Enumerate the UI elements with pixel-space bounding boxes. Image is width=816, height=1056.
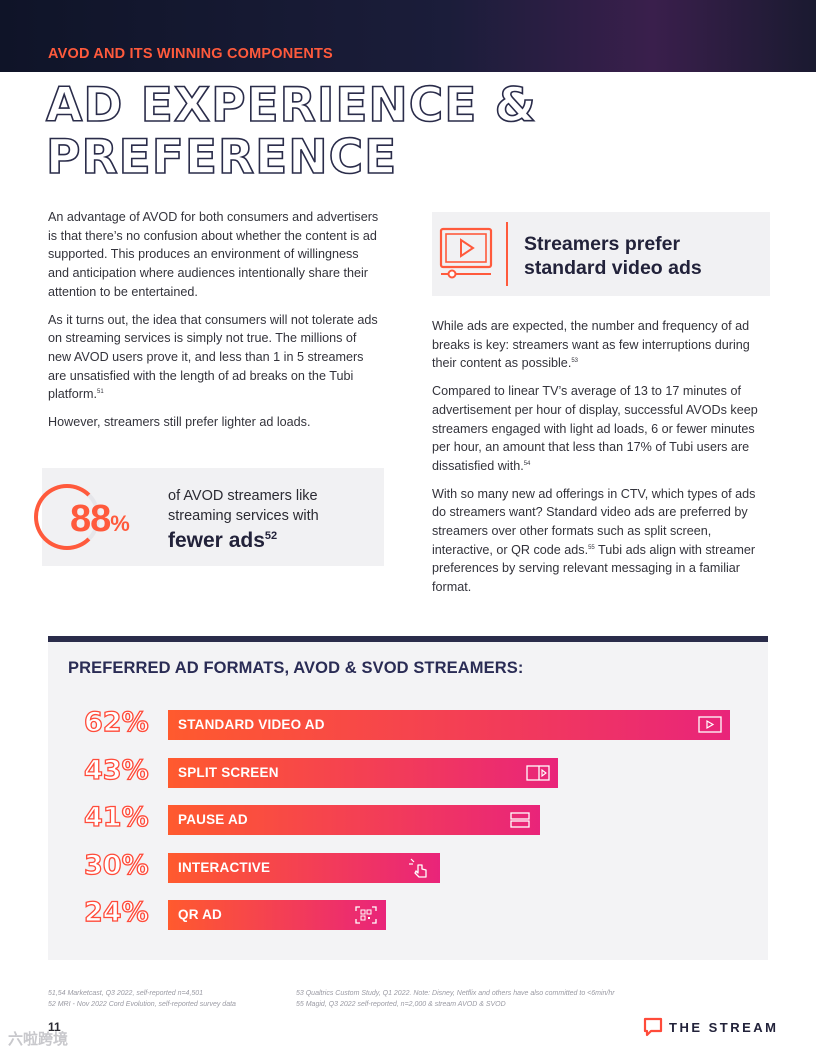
paragraph-text: Tubi ads align with streamer preferences… — [432, 542, 756, 595]
footnote-ref: 52 — [264, 530, 278, 542]
stat-description: of AVOD streamers like streaming service… — [168, 486, 378, 553]
footnote: 51,54 Marketcast, Q3 2022, self-reported… — [48, 990, 204, 997]
pause-ad-icon — [510, 812, 530, 828]
stat-text: of AVOD streamers like streaming service… — [168, 488, 319, 524]
bar-category-label: QR AD — [178, 907, 222, 922]
bar-category-label: SPLIT SCREEN — [178, 764, 279, 780]
callout-title: Streamers prefer standard video ads — [524, 233, 702, 279]
brand-logo: THE STREAM — [643, 1017, 779, 1037]
left-column: An advantage of AVOD for both consumers … — [48, 208, 383, 441]
stat-percent-sign: % — [110, 511, 130, 536]
chart-top-rule — [48, 636, 768, 642]
paragraph: While ads are expected, the number and f… — [432, 317, 770, 373]
paragraph-text: As it turns out, the idea that consumers… — [48, 312, 378, 402]
paragraph-text: With so many new ad offerings in CTV, wh… — [432, 486, 756, 557]
footnotes-right: 53 Qualtrics Custom Study, Q1 2022. Note… — [296, 988, 696, 1010]
chart-bar-row: 62% STANDARD VIDEO AD — [48, 706, 768, 740]
paragraph: An advantage of AVOD for both consumers … — [48, 210, 379, 299]
page-number: 11 — [48, 1020, 61, 1034]
split-screen-icon — [526, 764, 550, 781]
chart-bar-row: 30% INTERACTIVE — [48, 849, 768, 883]
header-band — [0, 0, 816, 72]
section-label: AVOD AND ITS WINNING COMPONENTS — [48, 46, 333, 62]
bar-value-label: 62% — [83, 706, 149, 738]
footnote: 53 Qualtrics Custom Study, Q1 2022. Note… — [296, 990, 615, 997]
stat-value: 88 — [70, 498, 111, 540]
footnotes-left: 51,54 Marketcast, Q3 2022, self-reported… — [48, 988, 288, 1010]
chat-bubble-icon — [643, 1017, 663, 1037]
chart-title: PREFERRED AD FORMATS, AVOD & SVOD STREAM… — [68, 659, 524, 677]
stat-emphasis-text: fewer ads — [168, 529, 265, 552]
paragraph-text: While ads are expected, the number and f… — [432, 319, 750, 371]
chart-bar: STANDARD VIDEO AD — [168, 710, 730, 740]
chart-bar-row: 43% SPLIT SCREEN — [48, 754, 768, 788]
footnote: 55 Magid, Q3 2022 self-reported, n=2,000… — [296, 1001, 506, 1008]
paragraph: With so many new ad offerings in CTV, wh… — [432, 485, 770, 597]
chart-bar: QR AD — [168, 900, 386, 930]
bar-value-label: 30% — [83, 849, 149, 881]
page-title-line-1: AD EXPERIENCE & — [45, 78, 537, 133]
logo-text: THE STREAM — [669, 1019, 779, 1035]
stat-card: 88% of AVOD streamers like streaming ser… — [34, 468, 384, 566]
stat-number: 88% — [70, 498, 130, 541]
chart-bar: SPLIT SCREEN — [168, 757, 558, 788]
page-title: AD EXPERIENCE & PREFERENCE — [45, 78, 606, 185]
chart-bar: INTERACTIVE — [168, 852, 440, 883]
bar-value-label: 41% — [83, 801, 149, 833]
paragraph: Compared to linear TV’s average of 13 to… — [432, 382, 770, 476]
watermark: 六啦跨境 — [8, 1031, 69, 1048]
paragraph: However, streamers still prefer lighter … — [48, 415, 311, 430]
bar-value-label: 43% — [83, 754, 149, 786]
bar-value-label: 24% — [83, 896, 149, 928]
footnote-ref: 51 — [97, 389, 104, 396]
bar-category-label: INTERACTIVE — [178, 859, 271, 875]
video-play-icon — [439, 227, 493, 279]
page-title-line-2: PREFERENCE — [45, 130, 398, 185]
stat-ring-graphic — [34, 484, 100, 550]
paragraph-text: Compared to linear TV’s average of 13 to… — [432, 384, 758, 473]
chart-bar: PAUSE AD — [168, 805, 540, 835]
right-column: While ads are expected, the number and f… — [432, 317, 770, 606]
bar-chart: PREFERRED AD FORMATS, AVOD & SVOD STREAM… — [48, 642, 768, 960]
footnote-ref: 53 — [571, 358, 578, 365]
stat-emphasis: fewer ads52 — [168, 529, 277, 552]
bar-category-label: STANDARD VIDEO AD — [178, 717, 325, 732]
footnote-ref: 54 — [523, 460, 531, 467]
footnote-ref: 55 — [588, 544, 595, 551]
footnote: 52 MRI - Nov 2022 Cord Evolution, self-r… — [48, 1001, 236, 1008]
callout-box: Streamers prefer standard video ads — [432, 212, 770, 296]
video-play-icon — [698, 716, 722, 733]
paragraph: As it turns out, the idea that consumers… — [48, 311, 383, 405]
qr-code-icon — [355, 906, 377, 924]
chart-bar-row: 24% QR AD — [48, 896, 768, 930]
bar-category-label: PAUSE AD — [178, 812, 248, 827]
pointer-hand-icon — [409, 858, 427, 878]
callout-divider — [506, 222, 508, 286]
chart-bar-row: 41% PAUSE AD — [48, 801, 768, 835]
